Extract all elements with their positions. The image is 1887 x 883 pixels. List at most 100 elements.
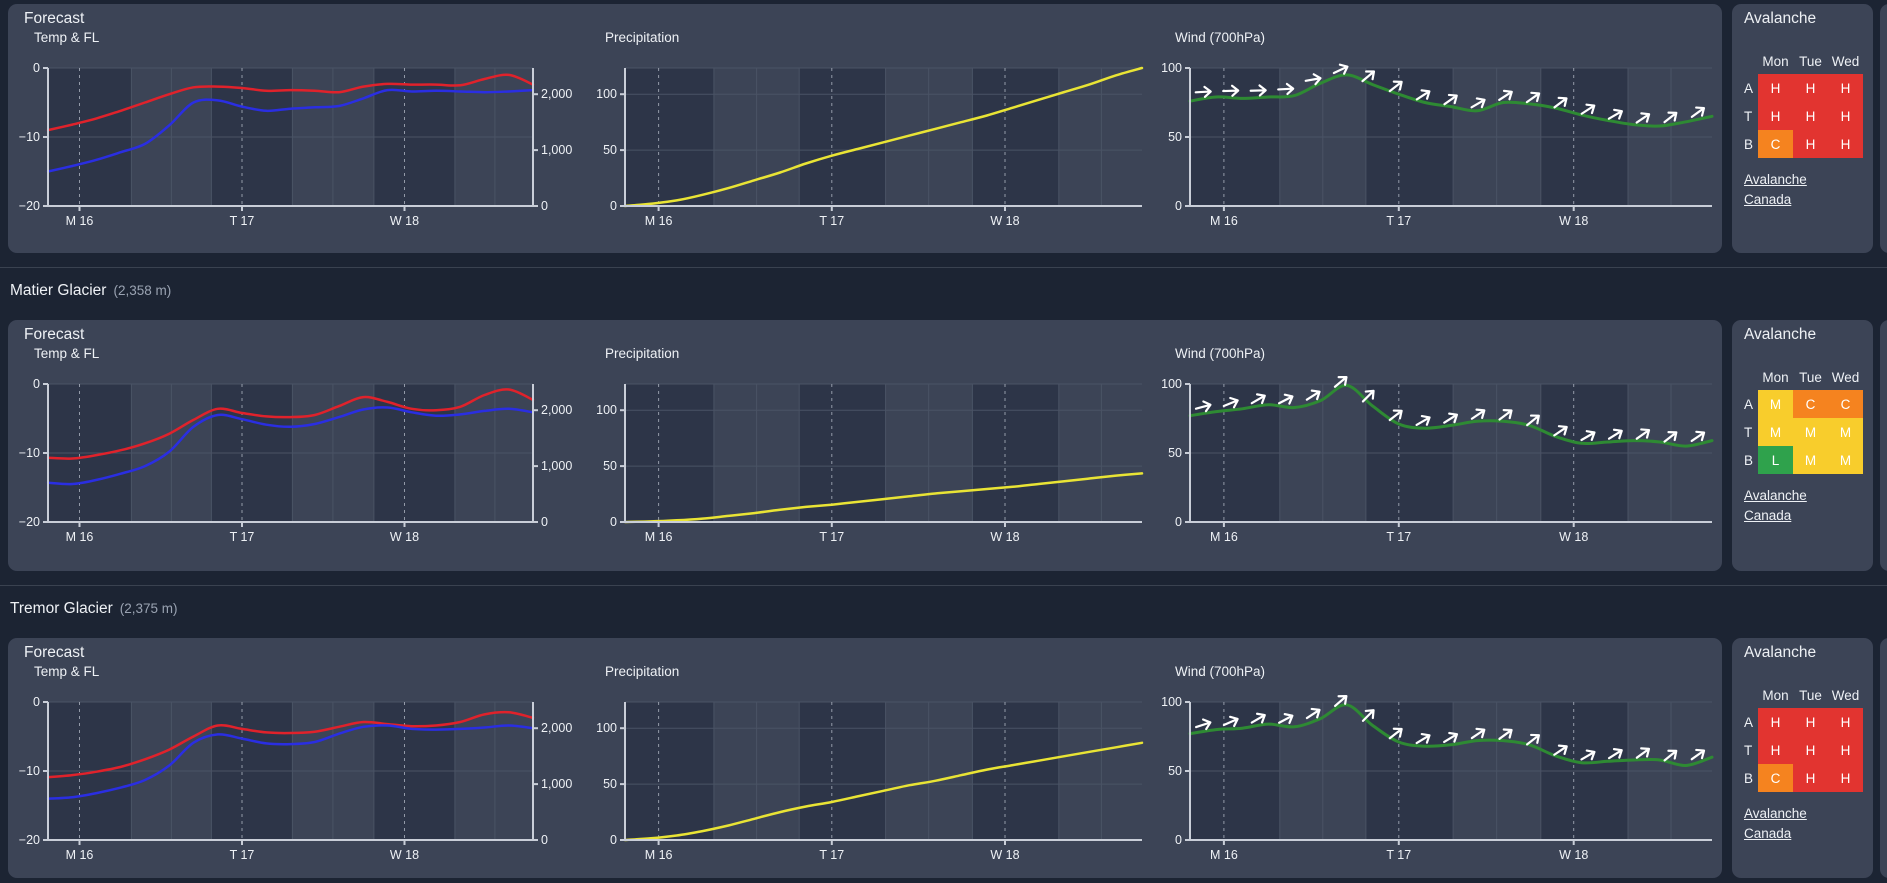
elevation-band-label: B (1744, 770, 1754, 786)
forecast-panel-title: Forecast (24, 326, 85, 343)
avalanche-rating-cell: H (1828, 74, 1863, 102)
y-tick-label: 0 (33, 377, 40, 391)
temperature-line (46, 388, 535, 460)
avalanche-rating-cell: M (1758, 418, 1793, 446)
wind-arrow-icon (1415, 732, 1431, 745)
wind-arrow-icon (1249, 84, 1267, 97)
glacier-section: Forecast Temp & FL 0 −10 −20 2,000 1,000 0 M 16… (0, 4, 1887, 253)
precip-chart: 100 50 0 M 16 T 17 W 18 (596, 383, 1144, 544)
avalanche-canada-link[interactable]: Avalanche Canada (1744, 172, 1807, 207)
night-band (972, 68, 1059, 206)
glacier-sections: Forecast Temp & FL 0 −10 −20 2,000 1,000 0 M 16… (0, 4, 1887, 878)
elevation-band-label: T (1744, 108, 1753, 124)
wind-arrow-icon (1498, 728, 1513, 740)
avalanche-canada-link[interactable]: Avalanche Canada (1744, 806, 1807, 841)
avalanche-rating-cell: C (1828, 390, 1863, 418)
night-band (799, 384, 886, 522)
wind-arrow-icon (1635, 428, 1651, 440)
wind-arrow-icon (1305, 389, 1321, 401)
day-column-label: Mon (1762, 370, 1789, 385)
wind-arrow-icon (1607, 748, 1623, 760)
y-tick-label: 0 (1175, 199, 1182, 213)
temp-chart-block: Temp & FL 0 −10 −20 2,000 1,000 0 M 16 T 17 W 18 (19, 346, 581, 548)
wind-arrow-icon (1388, 80, 1403, 93)
avalanche-rating-cell: L (1758, 446, 1793, 474)
temp-chart-block: Temp & FL 0 −10 −20 2,000 1,000 0 M 16 T 17 W 18 (19, 30, 581, 232)
x-tick-label: M 16 (66, 848, 94, 862)
avalanche-panel: Avalanche Mon Tue Wed A M C C T M M M B L M M Avalanche… (1732, 320, 1873, 571)
elevation-band-label: T (1744, 424, 1753, 440)
wind-chart-block: Wind (700hPa) 100 50 0 M 16 T 17 W 18 (1160, 30, 1724, 232)
avalanche-rating-cell: H (1758, 102, 1793, 130)
avalanche-panel: Avalanche Mon Tue Wed A H H H T H H H B C H H Avalanche… (1732, 4, 1873, 253)
glacier-section: Tremor Glacier (2,375 m) Forecast Temp & … (0, 585, 1887, 878)
x-tick-label: M 16 (1210, 530, 1238, 544)
section-row: Forecast Temp & FL 0 −10 −20 2,000 1,000 0 M 16… (0, 320, 1887, 571)
avalanche-rating-cell: M (1828, 418, 1863, 446)
temperature-line (46, 73, 535, 132)
section-row: Forecast Temp & FL 0 −10 −20 2,000 1,000 0 M 16… (0, 4, 1887, 253)
wind-arrow-icon (1277, 393, 1294, 405)
y-right-tick-label: 0 (541, 833, 548, 847)
x-tick-label: W 18 (390, 530, 419, 544)
wind-arrow-icon (1250, 393, 1266, 405)
y-tick-label: 0 (33, 695, 40, 709)
precip-chart: 100 50 0 M 16 T 17 W 18 (596, 66, 1144, 228)
x-tick-label: W 18 (1559, 214, 1588, 228)
wind-arrow-icon (1553, 96, 1568, 109)
avalanche-rating-cell: H (1828, 102, 1863, 130)
night-band (972, 384, 1059, 522)
avalanche-table: Mon Tue Wed A H H H T H H H B C H H Avalanche Canada (1744, 686, 1868, 844)
elevation-band-label: A (1744, 80, 1754, 96)
wind-arrow-icon (1553, 744, 1568, 756)
section-header: Matier Glacier (2,358 m) (10, 280, 1887, 302)
y-right-tick-label: 1,000 (541, 143, 572, 157)
temp-chart-title: Temp & FL (34, 664, 100, 679)
wind-chart-title: Wind (700hPa) (1175, 664, 1266, 679)
wind-arrow-icon (1332, 63, 1349, 75)
day-column-label: Tue (1799, 688, 1822, 703)
wind-arrow-icon (1222, 84, 1240, 97)
precip-chart-title: Precipitation (605, 30, 680, 45)
precip-chart: 100 50 0 M 16 T 17 W 18 (596, 701, 1144, 862)
day-column-label: Mon (1762, 688, 1789, 703)
avalanche-rating-cell: H (1793, 74, 1828, 102)
day-column-label: Tue (1799, 370, 1822, 385)
y-tick-label: 100 (596, 403, 617, 417)
avalanche-rating-cell: C (1793, 390, 1828, 418)
night-band (625, 68, 714, 206)
avalanche-panel-title: Avalanche (1744, 10, 1817, 27)
forecast-panel-title: Forecast (24, 10, 85, 27)
wind-chart: 100 50 0 M 16 T 17 W 18 (1161, 376, 1714, 544)
x-tick-label: M 16 (645, 848, 673, 862)
wind-arrow-icon (1222, 715, 1239, 728)
wind-chart-title: Wind (700hPa) (1175, 346, 1266, 361)
avalanche-rating-cell: H (1793, 708, 1828, 736)
y-tick-label: 100 (596, 87, 617, 101)
wind-arrow-icon (1470, 727, 1486, 740)
wind-arrow-icon (1305, 707, 1321, 720)
avalanche-canada-link[interactable]: Avalanche Canada (1744, 488, 1807, 523)
x-tick-label: M 16 (1210, 848, 1238, 862)
night-band (625, 702, 714, 840)
y-tick-label: 100 (596, 721, 617, 735)
wind-arrow-icon (1304, 73, 1322, 86)
wind-arrow-icon (1470, 97, 1486, 109)
x-tick-label: T 17 (1386, 848, 1411, 862)
y-tick-label: 50 (603, 143, 617, 157)
y-right-tick-label: 2,000 (541, 721, 572, 735)
avalanche-rating-cell: H (1793, 736, 1828, 764)
wind-direction-arrows (1194, 695, 1706, 762)
wind-speed-line (1188, 703, 1714, 768)
wind-chart-title: Wind (700hPa) (1175, 30, 1266, 45)
y-right-tick-label: 0 (541, 199, 548, 213)
wind-arrow-icon (1663, 111, 1678, 124)
forecast-panel: Forecast Temp & FL 0 −10 −20 2,000 1,000 0 M 16… (8, 320, 1722, 571)
x-tick-label: T 17 (819, 848, 844, 862)
x-tick-label: M 16 (66, 214, 94, 228)
